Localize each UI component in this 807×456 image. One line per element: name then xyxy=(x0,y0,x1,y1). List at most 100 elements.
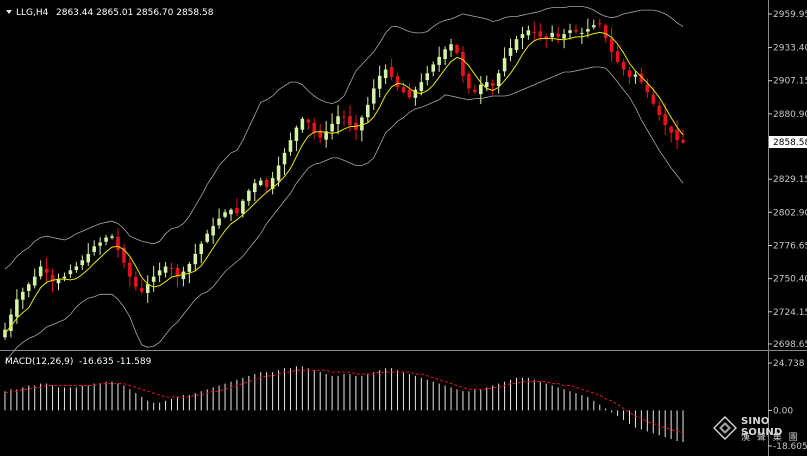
candle-body[interactable] xyxy=(151,276,156,282)
candle-body[interactable] xyxy=(461,51,465,76)
candle-body[interactable] xyxy=(56,279,61,284)
candle-body[interactable] xyxy=(538,31,543,37)
candle-body[interactable] xyxy=(645,84,650,93)
candle-body[interactable] xyxy=(80,260,85,266)
candle-body[interactable] xyxy=(50,274,55,282)
candle-body[interactable] xyxy=(437,56,441,65)
candle-body[interactable] xyxy=(104,237,108,242)
candle-body[interactable] xyxy=(455,45,459,54)
candle-body[interactable] xyxy=(110,236,114,238)
candle-body[interactable] xyxy=(175,267,180,277)
candle-body[interactable] xyxy=(467,73,471,89)
candle-body[interactable] xyxy=(205,233,209,242)
candle-body[interactable] xyxy=(258,180,263,186)
candle-body[interactable] xyxy=(223,212,227,217)
candle-body[interactable] xyxy=(247,190,251,201)
candle-body[interactable] xyxy=(241,200,245,214)
candle-body[interactable] xyxy=(484,82,489,88)
candle-body[interactable] xyxy=(675,130,679,141)
candle-body[interactable] xyxy=(431,64,436,72)
candle-body[interactable] xyxy=(395,76,400,88)
candle-body[interactable] xyxy=(300,118,305,130)
candle-body[interactable] xyxy=(169,267,174,270)
candle-body[interactable] xyxy=(681,139,685,143)
candle-body[interactable] xyxy=(145,284,150,293)
candle-body[interactable] xyxy=(496,73,501,86)
candle-body[interactable] xyxy=(21,291,25,300)
candle-body[interactable] xyxy=(74,266,79,271)
candle-body[interactable] xyxy=(514,39,519,51)
candle-body[interactable] xyxy=(592,25,596,28)
candle-body[interactable] xyxy=(330,123,334,132)
candle-body[interactable] xyxy=(68,270,73,275)
candle-body[interactable] xyxy=(157,270,162,276)
candle-body[interactable] xyxy=(181,271,186,280)
candle-body[interactable] xyxy=(294,127,299,141)
candle-body[interactable] xyxy=(603,25,608,38)
candle-body[interactable] xyxy=(270,178,275,189)
candle-body[interactable] xyxy=(116,236,120,251)
candle-body[interactable] xyxy=(568,30,572,33)
candle-body[interactable] xyxy=(526,30,531,36)
candle-body[interactable] xyxy=(419,82,424,92)
candle-body[interactable] xyxy=(235,208,239,214)
candle-body[interactable] xyxy=(32,276,37,286)
candle-body[interactable] xyxy=(371,88,376,104)
candle-body[interactable] xyxy=(490,82,495,86)
candle-body[interactable] xyxy=(199,243,204,255)
candle-body[interactable] xyxy=(348,116,352,126)
candle-body[interactable] xyxy=(211,226,215,236)
candle-body[interactable] xyxy=(128,262,132,277)
candle-body[interactable] xyxy=(479,84,483,95)
candle-body[interactable] xyxy=(627,70,632,78)
candle-body[interactable] xyxy=(134,276,138,287)
candle-body[interactable] xyxy=(217,218,221,226)
candle-body[interactable] xyxy=(288,140,293,152)
candle-body[interactable] xyxy=(38,266,43,277)
candle-body[interactable] xyxy=(502,58,507,72)
candle-body[interactable] xyxy=(193,253,198,265)
candle-body[interactable] xyxy=(550,32,554,37)
candle-body[interactable] xyxy=(407,89,412,98)
candle-body[interactable] xyxy=(449,44,453,51)
candle-body[interactable] xyxy=(306,119,311,123)
candle-body[interactable] xyxy=(276,165,281,181)
candle-body[interactable] xyxy=(663,114,667,126)
candle-body[interactable] xyxy=(336,116,340,125)
candle-body[interactable] xyxy=(62,276,67,279)
candle-body[interactable] xyxy=(669,126,673,133)
candle-body[interactable] xyxy=(318,130,322,138)
candle-body[interactable] xyxy=(580,32,584,34)
candle-body[interactable] xyxy=(443,49,447,59)
candle-body[interactable] xyxy=(383,69,388,79)
candle-body[interactable] xyxy=(621,62,626,70)
candle-body[interactable] xyxy=(44,268,49,273)
collapse-arrow-icon[interactable] xyxy=(6,10,12,14)
candle-body[interactable] xyxy=(360,117,364,131)
candle-body[interactable] xyxy=(562,34,566,39)
candle-body[interactable] xyxy=(544,36,549,40)
price-pane[interactable] xyxy=(0,6,807,363)
candle-body[interactable] xyxy=(366,104,370,118)
candle-body[interactable] xyxy=(639,73,644,83)
candle-body[interactable] xyxy=(657,105,662,115)
candle-body[interactable] xyxy=(377,75,382,89)
candle-body[interactable] xyxy=(252,183,257,193)
candle-body[interactable] xyxy=(187,263,192,272)
candle-body[interactable] xyxy=(425,73,430,81)
candle-body[interactable] xyxy=(508,48,513,56)
candle-body[interactable] xyxy=(98,242,102,246)
candle-body[interactable] xyxy=(324,131,328,140)
macd-pane[interactable] xyxy=(4,366,684,443)
candle-body[interactable] xyxy=(473,89,477,93)
candle-body[interactable] xyxy=(229,209,233,215)
candle-body[interactable] xyxy=(264,180,269,187)
candle-body[interactable] xyxy=(520,34,525,39)
candle-body[interactable] xyxy=(597,23,602,25)
candle-body[interactable] xyxy=(413,89,418,98)
candle-body[interactable] xyxy=(163,266,168,273)
candle-body[interactable] xyxy=(15,299,19,317)
candle-body[interactable] xyxy=(389,67,394,78)
candle-body[interactable] xyxy=(312,122,317,133)
